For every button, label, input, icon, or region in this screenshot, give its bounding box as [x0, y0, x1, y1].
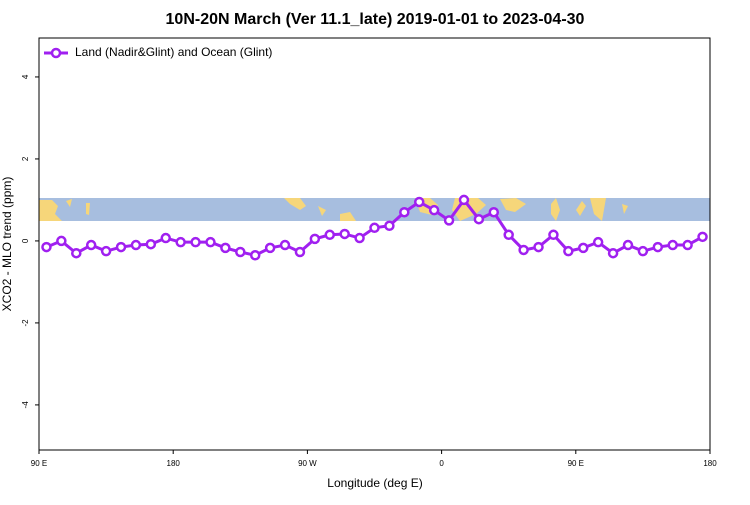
point — [488, 206, 500, 218]
x-axis-label: Longitude (deg E) — [327, 476, 422, 490]
point — [384, 220, 395, 232]
point — [518, 244, 529, 256]
point — [458, 194, 470, 206]
chart-title: 10N-20N March (Ver 11.1_late) 2019-01-01… — [166, 11, 585, 28]
point — [503, 229, 514, 241]
plot-frame — [38, 37, 711, 451]
point — [339, 228, 350, 240]
point — [130, 239, 142, 251]
point — [175, 236, 186, 248]
point — [399, 206, 410, 218]
legend-label: Land (Nadir&Glint) and Ocean (Glint) — [75, 45, 272, 59]
point — [41, 241, 52, 253]
point — [235, 246, 246, 258]
x-tick-label: 0 — [439, 459, 444, 468]
point — [428, 204, 440, 216]
y-tick-label: 0 — [21, 238, 30, 243]
point — [548, 229, 559, 241]
point — [443, 215, 455, 226]
legend-marker — [50, 47, 62, 59]
y-axis-label: XCO2 - MLO trend (ppm) — [0, 177, 14, 312]
point — [145, 238, 157, 250]
x-tick-label: 90 E — [568, 459, 584, 468]
point — [637, 245, 649, 257]
point — [354, 232, 365, 244]
point — [309, 233, 321, 245]
x-tick-label: 180 — [167, 459, 181, 468]
point — [220, 242, 231, 254]
point — [249, 250, 261, 261]
point — [592, 236, 604, 248]
point — [413, 196, 425, 208]
point — [294, 246, 306, 258]
point — [56, 235, 67, 247]
point — [682, 239, 693, 251]
point — [205, 236, 216, 248]
point — [607, 247, 619, 259]
x-tick-label: 180 — [703, 459, 717, 468]
point — [473, 213, 485, 225]
x-tick-label: 90 E — [31, 459, 47, 468]
point — [369, 222, 380, 234]
point — [100, 245, 112, 257]
point — [115, 241, 127, 253]
point — [652, 241, 664, 253]
point — [71, 247, 82, 259]
point — [622, 239, 634, 251]
point — [190, 236, 201, 248]
point — [667, 239, 678, 251]
point — [264, 242, 276, 254]
point — [563, 245, 574, 257]
map-strip — [39, 198, 710, 221]
point — [578, 242, 589, 254]
point — [533, 241, 544, 253]
point — [324, 229, 336, 241]
y-tick-label: -2 — [21, 319, 30, 327]
x-tick-label: 90 W — [298, 459, 317, 468]
y-tick-label: 2 — [21, 156, 30, 161]
point — [697, 231, 708, 243]
y-tick-label: -4 — [21, 401, 30, 409]
point — [279, 239, 291, 251]
point — [160, 232, 171, 244]
point — [85, 239, 97, 251]
y-tick-label: 4 — [21, 74, 30, 79]
